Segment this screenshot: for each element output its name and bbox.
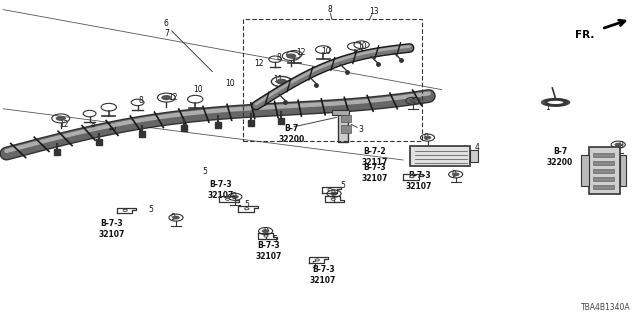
Bar [589, 147, 620, 194]
Text: 7: 7 [164, 29, 169, 38]
Bar [593, 177, 614, 181]
Bar [410, 146, 470, 166]
Circle shape [262, 229, 269, 233]
Text: 9: 9 [442, 154, 447, 163]
Text: 9: 9 [423, 133, 428, 142]
Text: 5: 5 [340, 181, 345, 190]
Text: 5: 5 [148, 205, 153, 214]
Text: 5: 5 [311, 261, 316, 270]
Text: B-7-3
32107: B-7-3 32107 [99, 219, 125, 239]
Text: 12: 12 [60, 120, 68, 129]
Circle shape [614, 143, 622, 147]
Text: 12: 12 [168, 93, 177, 102]
Bar [470, 150, 478, 162]
Text: 10: 10 [225, 79, 236, 88]
Circle shape [123, 209, 127, 212]
Text: 5: 5 [273, 236, 278, 244]
Text: 8: 8 [276, 53, 281, 62]
Text: 9: 9 [452, 170, 457, 179]
Circle shape [56, 116, 66, 121]
Text: 10: 10 [193, 85, 204, 94]
Text: 4: 4 [474, 143, 479, 152]
Text: 2: 2 [612, 159, 617, 168]
Bar [593, 153, 614, 157]
Circle shape [276, 79, 287, 84]
Text: 3: 3 [358, 125, 364, 134]
Text: 8: 8 [138, 96, 143, 105]
Bar [593, 161, 614, 165]
Circle shape [315, 259, 319, 261]
Text: B-7-3
32107: B-7-3 32107 [406, 171, 433, 191]
Text: B-7
32200: B-7 32200 [547, 147, 573, 167]
Circle shape [409, 99, 417, 103]
Text: 10: 10 [321, 47, 332, 56]
Text: 11: 11 [274, 76, 283, 84]
Bar [620, 155, 626, 186]
Text: 13: 13 [369, 7, 380, 16]
Text: 8: 8 [90, 124, 95, 132]
Text: TBA4B1340A: TBA4B1340A [580, 303, 630, 312]
Circle shape [264, 235, 268, 237]
Text: 9: 9 [263, 228, 268, 236]
Circle shape [244, 208, 249, 210]
Text: B-7-3
32107: B-7-3 32107 [255, 241, 282, 261]
Circle shape [286, 53, 296, 59]
Text: 10: 10 [356, 42, 367, 51]
Text: 10: 10 [107, 124, 117, 132]
Text: 6: 6 [164, 20, 169, 28]
Text: 5: 5 [202, 167, 207, 176]
Circle shape [172, 216, 180, 220]
Circle shape [328, 188, 332, 191]
Text: B-7-3
32107: B-7-3 32107 [310, 265, 337, 285]
Text: 9: 9 [170, 213, 175, 222]
Text: 9: 9 [330, 189, 335, 198]
Text: 9: 9 [618, 141, 623, 150]
Bar [593, 185, 614, 189]
Text: 1: 1 [545, 103, 550, 112]
Bar [593, 169, 614, 173]
Text: 12: 12 [296, 48, 305, 57]
Text: 8: 8 [328, 5, 333, 14]
Bar [341, 125, 351, 133]
Circle shape [225, 198, 230, 200]
Circle shape [410, 176, 414, 178]
Bar [581, 155, 589, 186]
Bar [332, 110, 349, 115]
Text: B-7
32200: B-7 32200 [278, 124, 305, 144]
Bar [338, 110, 348, 142]
Circle shape [424, 136, 431, 140]
Bar [341, 115, 351, 122]
Circle shape [161, 95, 172, 100]
Text: 12: 12 [255, 60, 264, 68]
Bar [243, 19, 422, 141]
Text: B-7-3
32107: B-7-3 32107 [207, 180, 234, 200]
Circle shape [452, 172, 460, 176]
Text: 9: 9 [410, 98, 415, 107]
Text: B-7-2
32117: B-7-2 32117 [361, 147, 388, 167]
Circle shape [330, 192, 338, 196]
Text: 5: 5 [244, 200, 249, 209]
Text: FR.: FR. [575, 30, 594, 40]
Text: 9: 9 [231, 192, 236, 201]
Text: B-7-3
32107: B-7-3 32107 [361, 163, 388, 183]
Circle shape [231, 195, 239, 199]
Circle shape [331, 198, 335, 200]
Circle shape [441, 155, 449, 159]
